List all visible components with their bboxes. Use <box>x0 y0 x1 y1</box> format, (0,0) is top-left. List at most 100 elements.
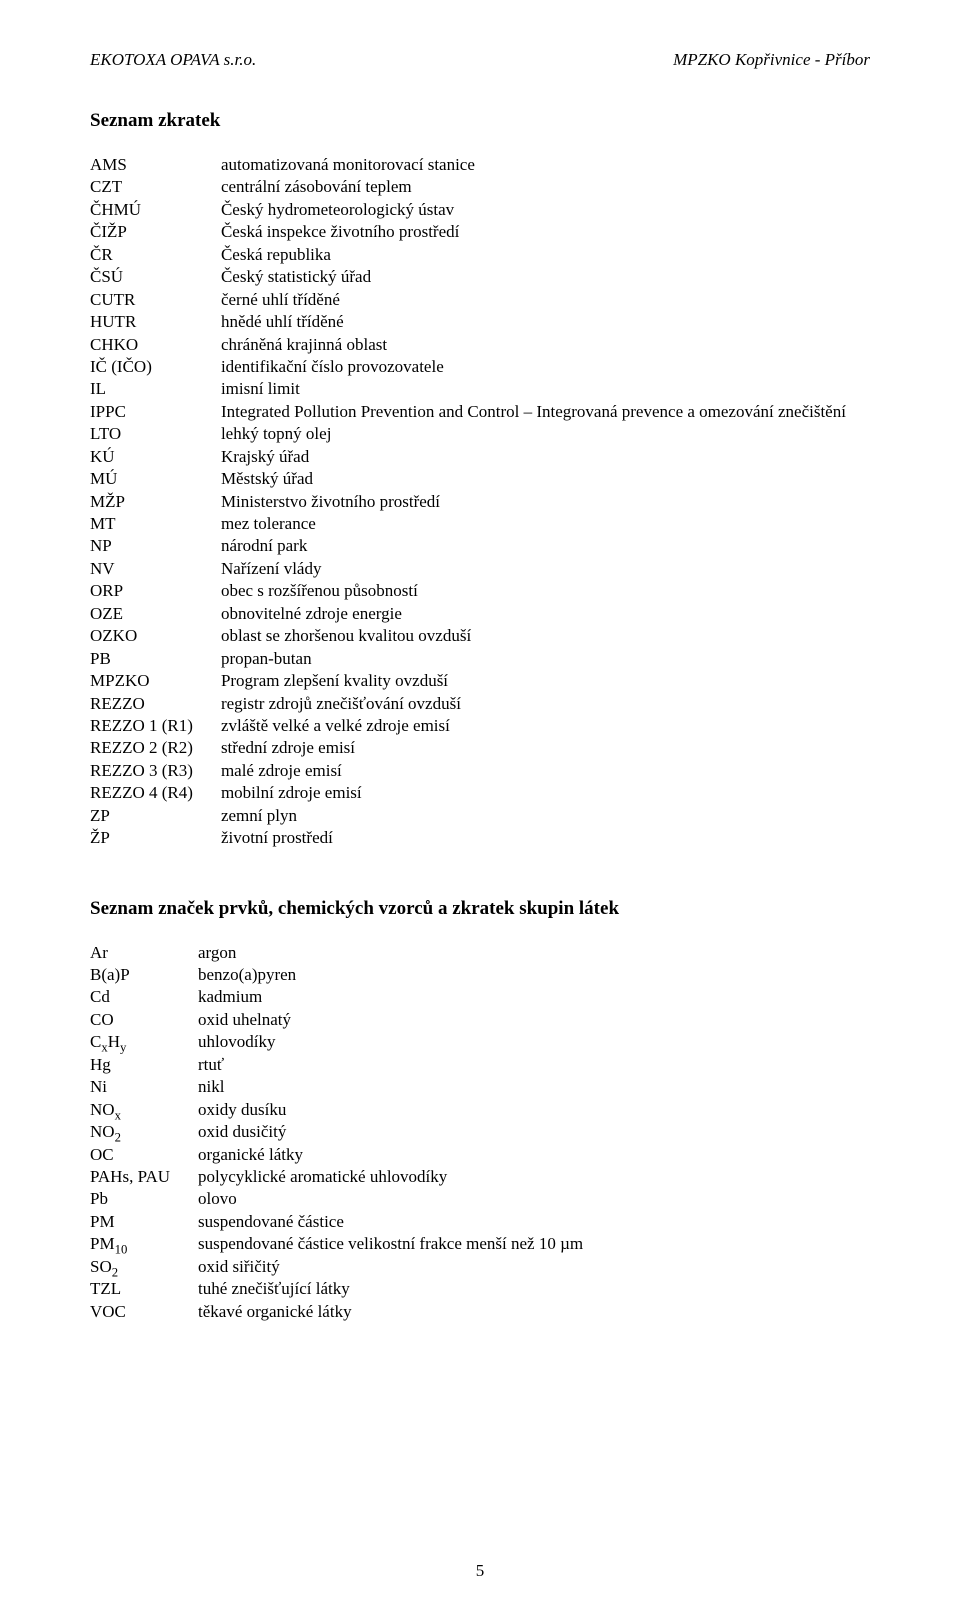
element-key: VOC <box>90 1301 198 1323</box>
table-row: Ninikl <box>90 1076 583 1098</box>
abbr-key: ORP <box>90 580 221 602</box>
table-row: REZZOregistr zdrojů znečišťování ovzduší <box>90 693 846 715</box>
element-value: argon <box>198 942 583 964</box>
element-key: PAHs, PAU <box>90 1166 198 1188</box>
abbr-value: Městský úřad <box>221 468 846 490</box>
abbr-key: MŽP <box>90 491 221 513</box>
table-row: CUTRčerné uhlí tříděné <box>90 289 846 311</box>
element-key: PM <box>90 1211 198 1233</box>
table-row: ILimisní limit <box>90 378 846 400</box>
table-row: PMsuspendované částice <box>90 1211 583 1233</box>
table-row: HUTRhnědé uhlí tříděné <box>90 311 846 333</box>
elements-table: ArargonB(a)Pbenzo(a)pyrenCdkadmiumCOoxid… <box>90 942 583 1323</box>
abbr-key: REZZO <box>90 693 221 715</box>
table-row: Pbolovo <box>90 1188 583 1210</box>
abbr-value: černé uhlí tříděné <box>221 289 846 311</box>
table-row: ZPzemní plyn <box>90 805 846 827</box>
abbr-value: mobilní zdroje emisí <box>221 782 846 804</box>
table-row: REZZO 2 (R2)střední zdroje emisí <box>90 737 846 759</box>
abbr-key: ZP <box>90 805 221 827</box>
abbr-key: MÚ <box>90 468 221 490</box>
page-number: 5 <box>0 1561 960 1581</box>
element-key: TZL <box>90 1278 198 1300</box>
abbr-key: LTO <box>90 423 221 445</box>
abbr-key: OZE <box>90 603 221 625</box>
table-row: KÚKrajský úřad <box>90 446 846 468</box>
element-key: Ar <box>90 942 198 964</box>
table-row: IČ (IČO) identifikační číslo provozovate… <box>90 356 846 378</box>
table-row: NO2oxid dusičitý <box>90 1121 583 1143</box>
abbr-value: Nařízení vlády <box>221 558 846 580</box>
table-row: CHKOchráněná krajinná oblast <box>90 334 846 356</box>
table-row: MÚMěstský úřad <box>90 468 846 490</box>
element-value: nikl <box>198 1076 583 1098</box>
table-row: MŽPMinisterstvo životního prostředí <box>90 491 846 513</box>
abbr-key: OZKO <box>90 625 221 647</box>
abbr-value: imisní limit <box>221 378 846 400</box>
element-key: Ni <box>90 1076 198 1098</box>
abbr-value: obec s rozšířenou působností <box>221 580 846 602</box>
table-row: MTmez tolerance <box>90 513 846 535</box>
element-key: NOx <box>90 1099 198 1121</box>
element-key: Cd <box>90 986 198 1008</box>
table-row: SO2oxid siřičitý <box>90 1256 583 1278</box>
abbr-key: REZZO 3 (R3) <box>90 760 221 782</box>
table-row: OZEobnovitelné zdroje energie <box>90 603 846 625</box>
abbr-key: CUTR <box>90 289 221 311</box>
table-row: AMSautomatizovaná monitorovací stanice <box>90 154 846 176</box>
page-header: EKOTOXA OPAVA s.r.o. MPZKO Kopřivnice - … <box>90 50 870 70</box>
element-value: oxid siřičitý <box>198 1256 583 1278</box>
abbr-value: lehký topný olej <box>221 423 846 445</box>
abbr-key: MT <box>90 513 221 535</box>
element-value: suspendované částice velikostní frakce m… <box>198 1233 583 1255</box>
element-key: OC <box>90 1144 198 1166</box>
abbr-key: ČSÚ <box>90 266 221 288</box>
abbr-value: registr zdrojů znečišťování ovzduší <box>221 693 846 715</box>
table-row: IPPCIntegrated Pollution Prevention and … <box>90 401 846 423</box>
abbr-value: oblast se zhoršenou kvalitou ovzduší <box>221 625 846 647</box>
abbr-key: IL <box>90 378 221 400</box>
table-row: REZZO 4 (R4)mobilní zdroje emisí <box>90 782 846 804</box>
abbr-value: Česká inspekce životního prostředí <box>221 221 846 243</box>
element-value: benzo(a)pyren <box>198 964 583 986</box>
table-row: Cdkadmium <box>90 986 583 1008</box>
table-row: REZZO 1 (R1)zvláště velké a velké zdroje… <box>90 715 846 737</box>
abbr-value: Integrated Pollution Prevention and Cont… <box>221 401 846 423</box>
table-row: B(a)Pbenzo(a)pyren <box>90 964 583 986</box>
table-row: OCorganické látky <box>90 1144 583 1166</box>
table-row: LTOlehký topný olej <box>90 423 846 445</box>
document-page: EKOTOXA OPAVA s.r.o. MPZKO Kopřivnice - … <box>0 0 960 1613</box>
element-key: PM10 <box>90 1233 198 1255</box>
abbr-value: střední zdroje emisí <box>221 737 846 759</box>
abbr-value: chráněná krajinná oblast <box>221 334 846 356</box>
section-title-abbr: Seznam zkratek <box>90 110 870 132</box>
element-value: suspendované částice <box>198 1211 583 1233</box>
abbr-key: CZT <box>90 176 221 198</box>
table-row: NVNařízení vlády <box>90 558 846 580</box>
table-row: VOCtěkavé organické látky <box>90 1301 583 1323</box>
table-row: CZTcentrální zásobování teplem <box>90 176 846 198</box>
table-row: Arargon <box>90 942 583 964</box>
abbr-value: národní park <box>221 535 846 557</box>
table-row: OZKOoblast se zhoršenou kvalitou ovzduší <box>90 625 846 647</box>
abbr-key: PB <box>90 648 221 670</box>
abbr-value: Program zlepšení kvality ovzduší <box>221 670 846 692</box>
abbr-value: identifikační číslo provozovatele <box>221 356 846 378</box>
header-left: EKOTOXA OPAVA s.r.o. <box>90 50 256 70</box>
element-key: NO2 <box>90 1121 198 1143</box>
element-value: těkavé organické látky <box>198 1301 583 1323</box>
abbr-value: automatizovaná monitorovací stanice <box>221 154 846 176</box>
abbr-value: životní prostředí <box>221 827 846 849</box>
table-row: MPZKOProgram zlepšení kvality ovzduší <box>90 670 846 692</box>
table-row: TZLtuhé znečišťující látky <box>90 1278 583 1300</box>
abbr-key: MPZKO <box>90 670 221 692</box>
abbr-value: Ministerstvo životního prostředí <box>221 491 846 513</box>
abbr-key: ČIŽP <box>90 221 221 243</box>
abbr-value: mez tolerance <box>221 513 846 535</box>
element-key: CxHy <box>90 1031 198 1053</box>
abbreviations-table: AMSautomatizovaná monitorovací staniceCZ… <box>90 154 846 850</box>
table-row: ČSÚČeský statistický úřad <box>90 266 846 288</box>
abbr-value: zvláště velké a velké zdroje emisí <box>221 715 846 737</box>
table-row: NPnárodní park <box>90 535 846 557</box>
element-key: Pb <box>90 1188 198 1210</box>
